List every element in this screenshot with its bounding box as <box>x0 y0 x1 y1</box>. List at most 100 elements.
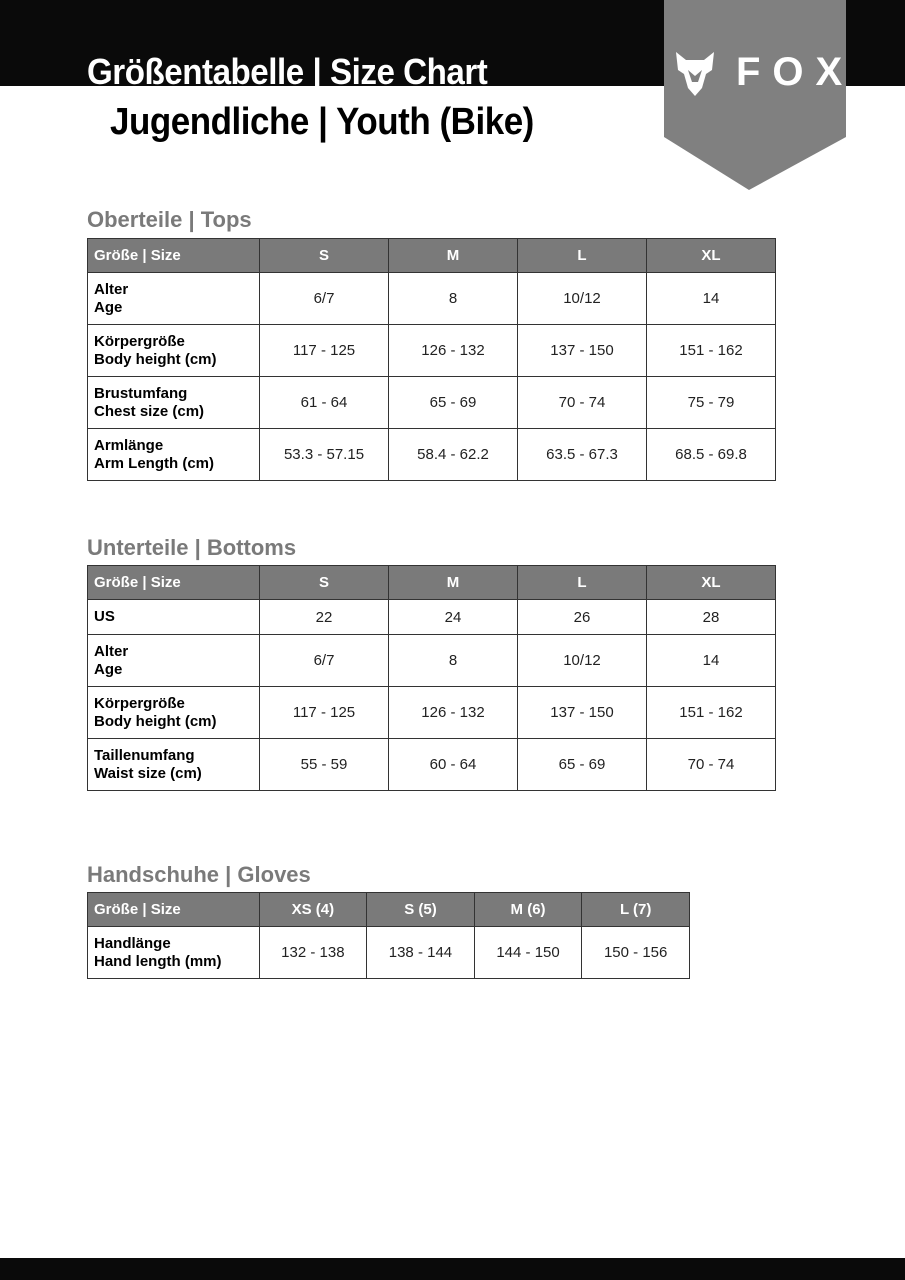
header-row: Größe | Size S M L XL <box>87 565 776 600</box>
row-label-de: Alter <box>94 642 129 660</box>
table-cell: 65 - 69 <box>388 376 518 429</box>
table-cell: 138 - 144 <box>366 926 475 979</box>
table-cell: 55 - 59 <box>259 738 389 791</box>
row-label-en: Body height (cm) <box>94 350 217 368</box>
table-cell: 65 - 69 <box>517 738 647 791</box>
column-header: Größe | Size <box>87 238 260 273</box>
column-header: XL <box>646 565 776 600</box>
bottoms-title: Unterteile | Bottoms <box>87 535 297 560</box>
table-cell: 26 <box>517 599 647 635</box>
table-cell: 63.5 - 67.3 <box>517 428 647 481</box>
row-label-de: Armlänge <box>94 436 164 454</box>
table-row: Alter Age 6/7 8 10/12 14 <box>87 272 776 325</box>
table-cell: 14 <box>646 634 776 687</box>
row-label: Taillenumfang Waist size (cm) <box>87 738 260 791</box>
header-row: Größe | Size S M L XL <box>87 238 776 273</box>
column-header: M (6) <box>473 892 583 927</box>
table-cell: 28 <box>646 599 776 635</box>
row-label: Handlänge Hand length (mm) <box>87 926 260 979</box>
table-cell: 151 - 162 <box>646 324 776 377</box>
table-cell: 137 - 150 <box>517 324 647 377</box>
row-label: Alter Age <box>87 272 260 325</box>
row-label-de: Körpergröße <box>94 694 185 712</box>
table-cell: 126 - 132 <box>388 686 518 739</box>
page-title: Größentabelle | Size Chart <box>87 51 488 92</box>
column-header: L (7) <box>581 892 690 927</box>
column-header: Größe | Size <box>87 892 260 927</box>
table-row: Körpergröße Body height (cm) 117 - 125 126 … <box>87 686 776 739</box>
row-label: Körpergröße Body height (cm) <box>87 686 260 739</box>
row-label-en: Age <box>94 660 123 678</box>
column-header: L <box>517 238 647 273</box>
gloves-title: Handschuhe | Gloves <box>87 862 311 887</box>
row-label-de: US <box>94 608 115 625</box>
column-header: S <box>259 238 389 273</box>
table-row: Brustumfang Chest size (cm) 61 - 64 65 - 69… <box>87 376 776 429</box>
table-cell: 151 - 162 <box>646 686 776 739</box>
row-label-de: Taillenumfang <box>94 746 195 764</box>
table-cell: 24 <box>388 599 518 635</box>
brand-ribbon <box>664 0 846 190</box>
table-cell: 8 <box>388 272 518 325</box>
table-row: US 22 24 26 28 <box>87 599 776 635</box>
row-label-en: Body height (cm) <box>94 712 217 730</box>
column-header: XS (4) <box>258 892 368 927</box>
gloves-table: Größe | Size XS (4) S (5) M (6) L (7) Handlän… <box>87 892 690 979</box>
column-header: Größe | Size <box>87 565 260 600</box>
table-cell: 22 <box>259 599 389 635</box>
table-cell: 144 - 150 <box>473 926 583 979</box>
row-label: Brustumfang Chest size (cm) <box>87 376 260 429</box>
row-label-en: Waist size (cm) <box>94 764 202 782</box>
table-cell: 53.3 - 57.15 <box>259 428 389 481</box>
tops-title: Oberteile | Tops <box>87 207 252 232</box>
table-cell: 137 - 150 <box>517 686 647 739</box>
row-label-de: Brustumfang <box>94 384 188 402</box>
table-row: Körpergröße Body height (cm) 117 - 125 126 … <box>87 324 776 377</box>
table-cell: 6/7 <box>259 634 389 687</box>
table-cell: 150 - 156 <box>581 926 690 979</box>
column-header: M <box>388 565 518 600</box>
header-row: Größe | Size XS (4) S (5) M (6) L (7) <box>87 892 690 927</box>
table-cell: 58.4 - 62.2 <box>388 428 518 481</box>
row-label-en: Hand length (mm) <box>94 952 222 970</box>
brand-logo: FOX <box>736 50 855 94</box>
row-label-en: Chest size (cm) <box>94 402 205 420</box>
column-header: L <box>517 565 647 600</box>
table-cell: 75 - 79 <box>646 376 776 429</box>
table-cell: 70 - 74 <box>517 376 647 429</box>
row-label-en: Age <box>94 298 123 316</box>
table-cell: 117 - 125 <box>259 324 389 377</box>
table-cell: 14 <box>646 272 776 325</box>
column-header: S <box>259 565 389 600</box>
table-cell: 132 - 138 <box>258 926 368 979</box>
table-cell: 70 - 74 <box>646 738 776 791</box>
table-row: Armlänge Arm Length (cm) 53.3 - 57.15 58.4 … <box>87 428 776 481</box>
table-cell: 10/12 <box>517 272 647 325</box>
row-label: Alter Age <box>87 634 260 687</box>
fox-head-icon <box>676 52 714 96</box>
row-label-de: Handlänge <box>94 934 171 952</box>
bottoms-table: Größe | Size S M L XL US 22 24 26 28 Alter Age 6/7 8 1… <box>87 565 776 791</box>
table-cell: 117 - 125 <box>259 686 389 739</box>
row-label-en: Arm Length (cm) <box>94 454 214 472</box>
column-header: M <box>388 238 518 273</box>
table-cell: 8 <box>388 634 518 687</box>
table-row: Handlänge Hand length (mm) 132 - 138 138 - … <box>87 926 690 979</box>
row-label-de: Alter <box>94 280 129 298</box>
bottom-band <box>0 1258 905 1280</box>
row-label: Armlänge Arm Length (cm) <box>87 428 260 481</box>
table-cell: 10/12 <box>517 634 647 687</box>
page-subtitle: Jugendliche | Youth (Bike) <box>110 101 534 143</box>
table-row: Alter Age 6/7 8 10/12 14 <box>87 634 776 687</box>
row-label: Körpergröße Body height (cm) <box>87 324 260 377</box>
tops-table: Größe | Size S M L XL Alter Age 6/7 8 10/12 14 Körp… <box>87 238 776 481</box>
row-label-de: Körpergröße <box>94 332 185 350</box>
column-header: XL <box>646 238 776 273</box>
table-row: Taillenumfang Waist size (cm) 55 - 59 60 - … <box>87 738 776 791</box>
table-cell: 61 - 64 <box>259 376 389 429</box>
table-cell: 68.5 - 69.8 <box>646 428 776 481</box>
row-label: US <box>87 599 260 635</box>
table-cell: 6/7 <box>259 272 389 325</box>
table-cell: 60 - 64 <box>388 738 518 791</box>
table-cell: 126 - 132 <box>388 324 518 377</box>
